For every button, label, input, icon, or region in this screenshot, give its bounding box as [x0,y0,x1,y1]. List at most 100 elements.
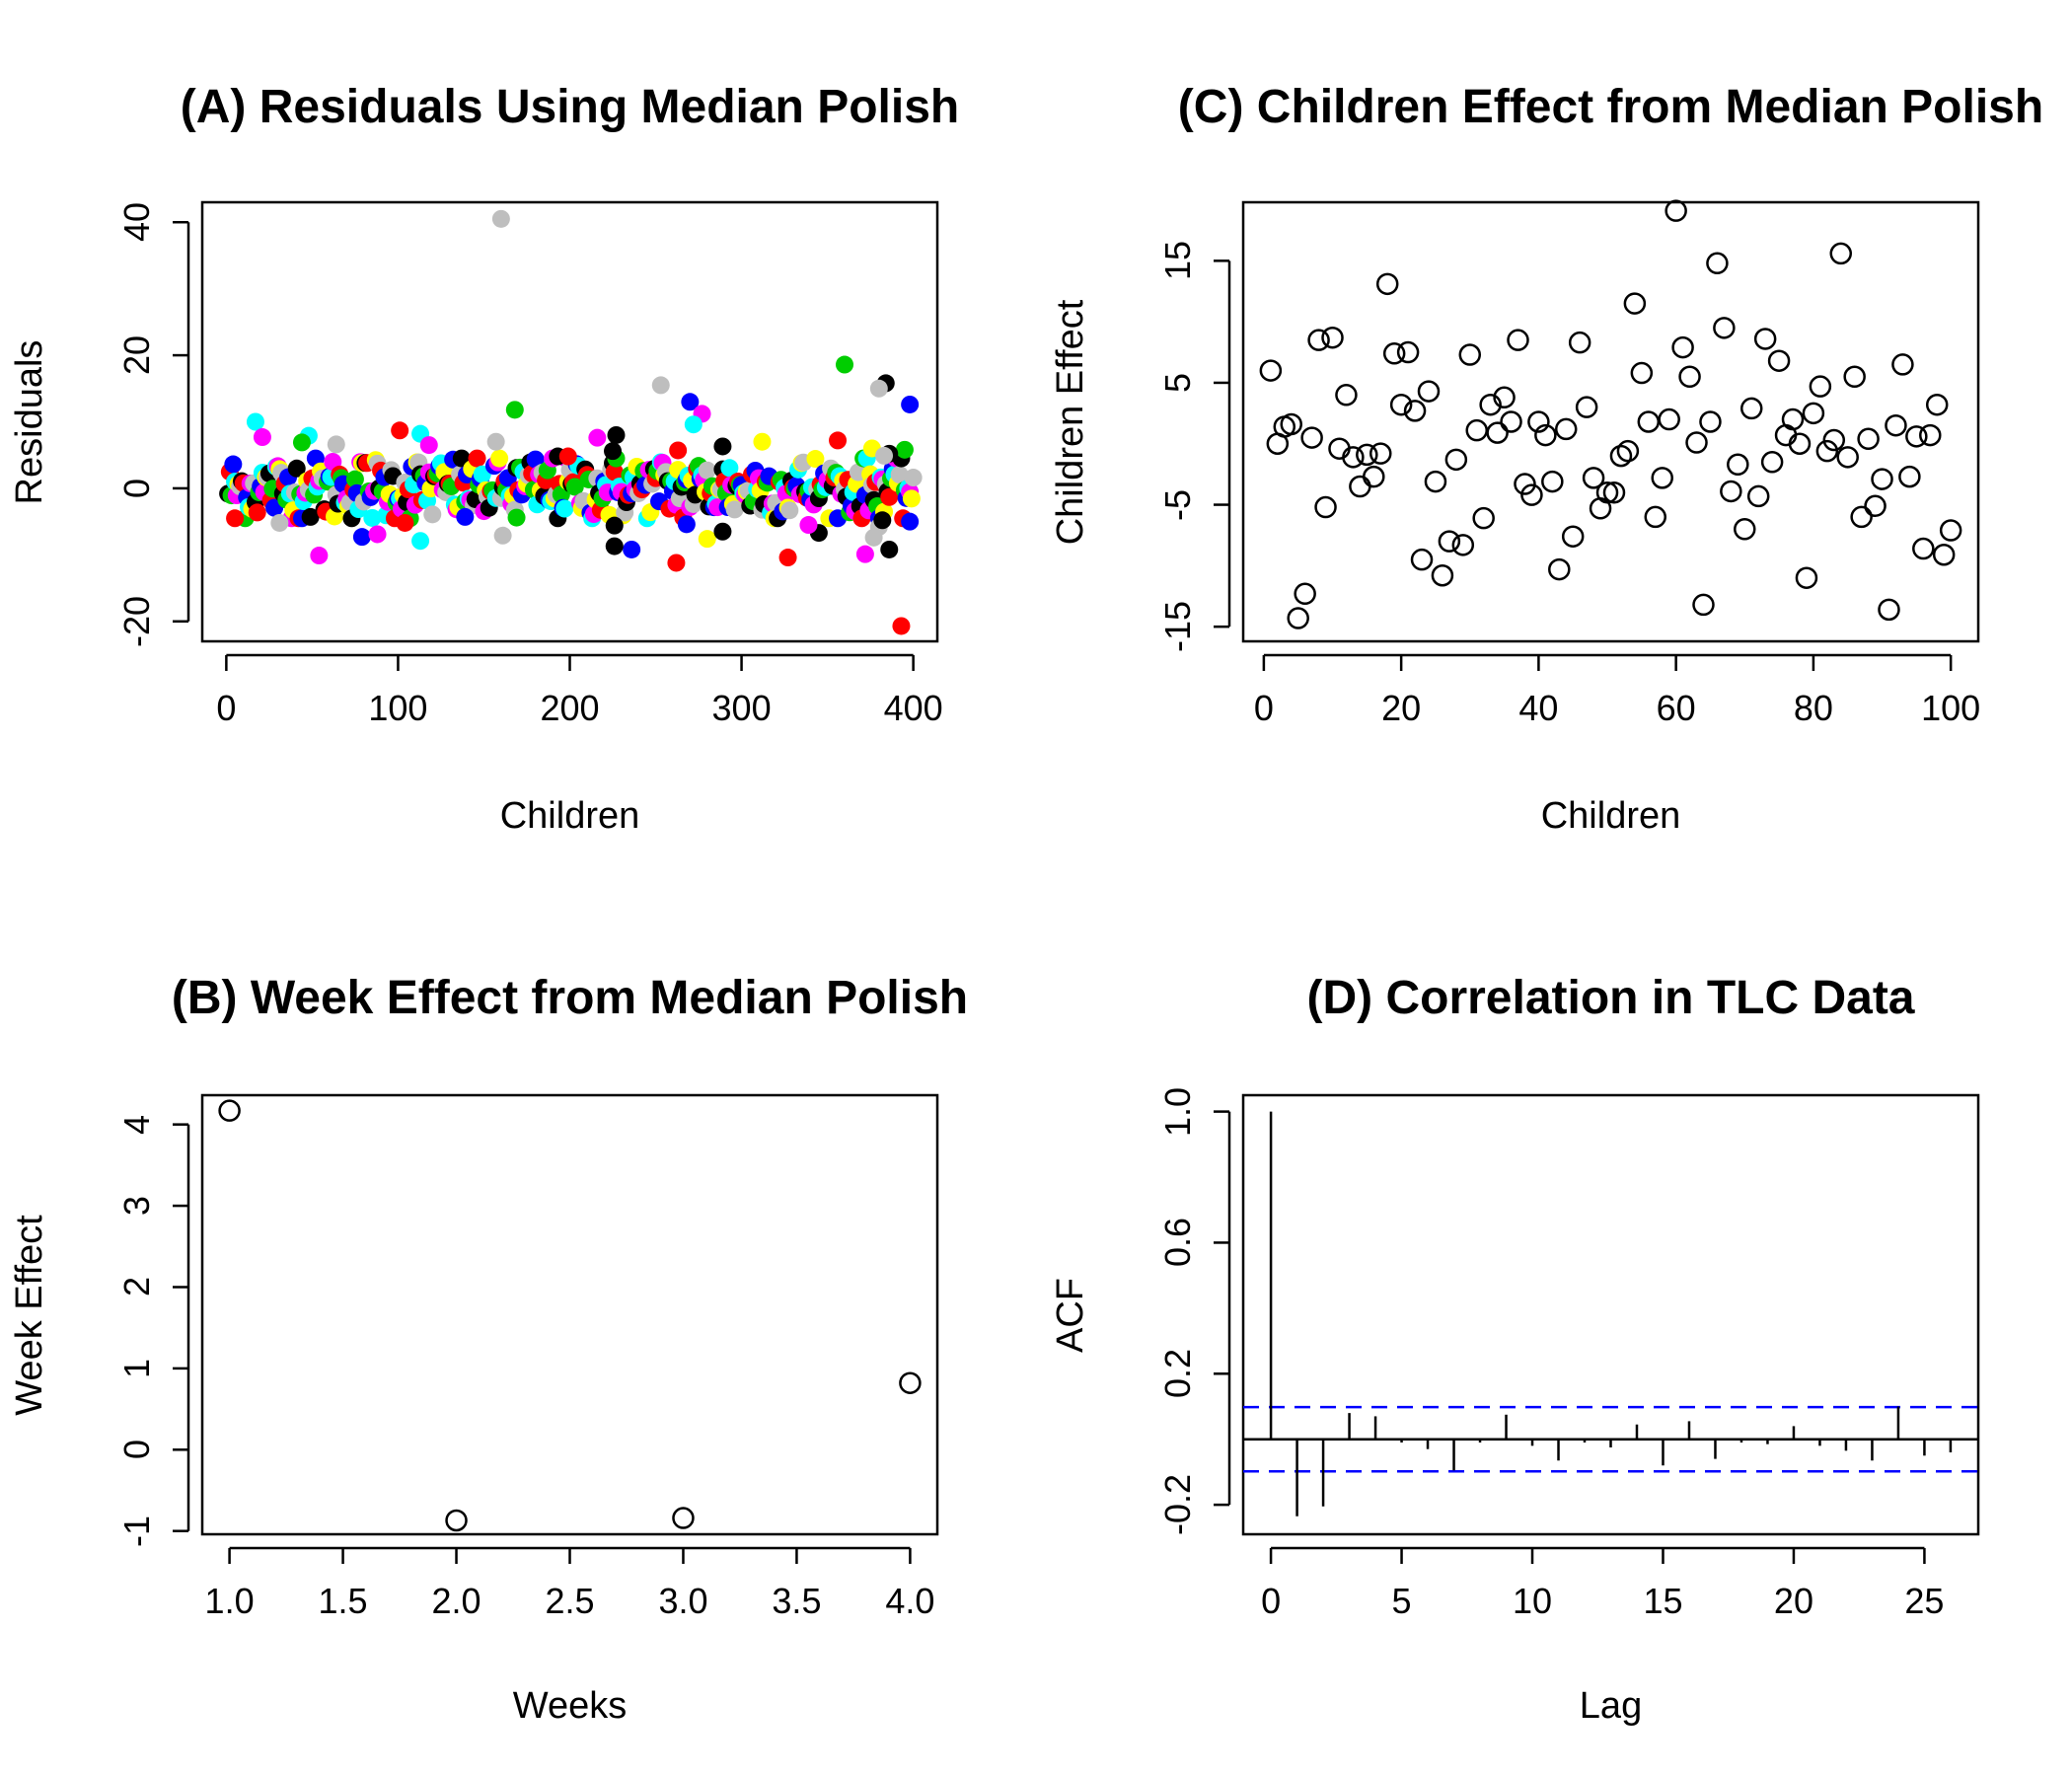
data-point [1727,453,1749,477]
residual-point [287,459,306,478]
data-point [1932,543,1956,566]
residual-point [623,540,641,558]
data-point [1514,473,1536,495]
data-point [1939,519,1962,542]
residual-point [493,526,512,545]
data-point [1444,448,1468,472]
residual-point [901,395,920,413]
residual-point [669,441,688,460]
residual-point [396,513,414,532]
data-point [1685,431,1708,454]
y-tick-label: 0 [116,1440,157,1460]
residual-point [363,508,382,527]
residual-point [419,436,438,455]
residual-point [806,450,825,469]
residual-point [352,528,371,547]
residual-point [226,509,245,528]
data-point [1259,359,1283,382]
plot-frame [200,200,939,643]
data-point [1864,494,1887,518]
x-tick-label: 40 [1518,688,1559,728]
data-point [1815,439,1839,463]
residual-point [526,450,545,469]
data-point [1857,427,1880,451]
data-point [1417,380,1441,403]
residual-point [901,512,920,531]
x-axis-label: Children [1540,795,1681,837]
residual-point [246,412,264,431]
residual-point [248,503,266,522]
residual-point [505,401,524,419]
residual-point [829,431,848,450]
data-point [1356,443,1378,467]
data-point [1541,470,1564,493]
data-point [1734,518,1756,541]
residual-point [780,501,799,520]
data-point [1795,566,1818,589]
residual-point [904,469,923,487]
residual-point [713,522,732,541]
data-point [1665,199,1687,222]
residual-point [875,446,894,465]
residual-point [725,500,744,519]
residual-point [327,435,345,454]
data-point [1843,365,1866,389]
residual-point [836,355,854,374]
data-point [1746,484,1770,508]
residual-point [490,449,509,468]
data-point [1486,421,1509,444]
data-point [1582,467,1605,489]
residual-point [720,459,739,478]
x-tick-label: 0 [1253,688,1274,728]
data-point [1382,342,1406,365]
y-tick-label: 4 [116,1114,157,1135]
residual-point [588,428,607,447]
x-tick-label: 5 [1391,1581,1412,1621]
data-point [1706,252,1729,275]
data-point [1609,444,1633,468]
residual-point [778,549,797,567]
data-point [1389,393,1413,416]
data-point [1925,393,1949,416]
y-tick-label: 1 [116,1358,157,1378]
residual-point [555,499,574,518]
residual-point [605,516,624,535]
residual-point [292,433,311,452]
chart-title: (B) Week Effect from Median Polish [171,972,969,1024]
data-point [1472,506,1495,530]
data-point [1554,417,1578,441]
data-point [1623,292,1647,315]
residual-point [880,487,899,506]
y-axis-label: Week Effect [9,1214,50,1416]
data-point [1287,607,1309,629]
residual-point [604,442,623,461]
residual-point [869,379,888,398]
data-point [1424,470,1447,493]
data-point [1595,481,1619,504]
data-point [1885,413,1907,437]
data-point [1493,386,1516,409]
data-point [1760,451,1784,474]
x-axis-label: Weeks [512,1685,628,1727]
residual-point [677,515,696,534]
residual-point [301,507,320,526]
data-point [1739,397,1763,420]
x-tick-label: 20 [1773,1581,1813,1621]
residual-point [345,470,364,488]
y-tick-label: 0.2 [1157,1349,1198,1399]
data-point [1788,432,1812,455]
residual-point [698,461,716,480]
residual-point [423,505,442,524]
data-point [1836,446,1859,469]
residual-point [667,554,686,572]
data-point [1678,365,1701,389]
residual-point [607,425,626,444]
x-tick-label: 0 [216,688,237,728]
data-point [1658,407,1680,431]
data-point [1699,410,1722,433]
plot-frame [1241,200,1980,643]
chart-title: (A) Residuals Using Median Polish [180,81,960,133]
residual-point [651,376,670,395]
panel-a [173,200,939,671]
